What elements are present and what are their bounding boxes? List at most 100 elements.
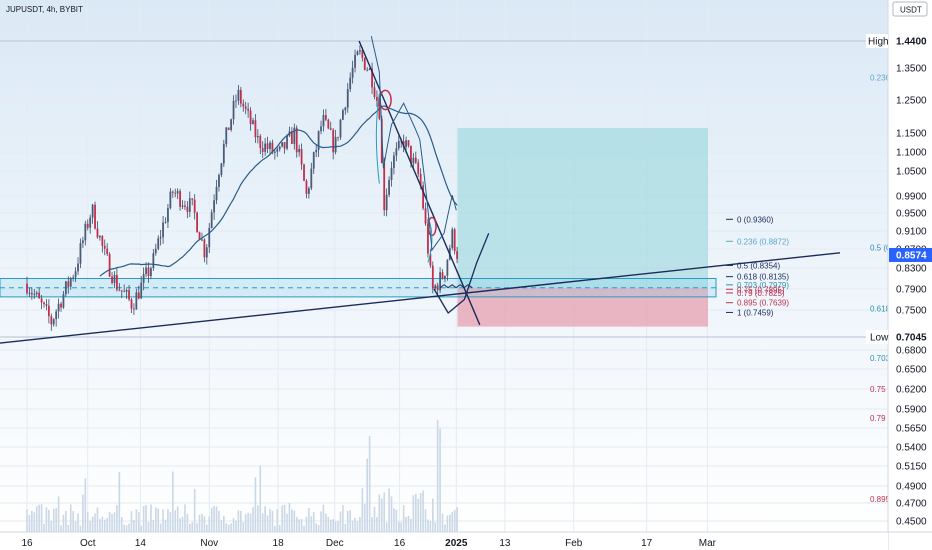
volume-bar-26 [89,520,91,532]
time-tick-1: Oct [80,538,96,549]
candle-body-128 [337,136,339,138]
volume-bar-71 [198,514,201,532]
time-axis[interactable]: 16 Oct 14 Nov 18 Dec 16 2025 13 Feb 17 Mar [0,531,932,550]
volume-bar-128 [337,521,339,532]
volume-bar-22 [79,525,82,532]
candle-body-25 [86,223,89,228]
last-price-badge [889,247,932,262]
support-zone-rect[interactable] [0,278,717,298]
volume-bar-94 [254,477,257,532]
candle-body-133 [349,77,352,90]
currency-badge[interactable] [892,1,928,17]
candle-body-149 [388,179,390,195]
candle-body-6 [40,298,43,303]
candle-body-3 [33,293,36,295]
candle-body-160 [414,157,417,163]
candle-body-50 [147,267,150,277]
candle-body-14 [60,303,62,308]
volume-bar-75 [208,516,211,532]
volume-bar-87 [237,510,240,532]
candle-body-66 [186,206,189,212]
take-profit-box[interactable] [457,128,708,288]
volume-bar-123 [325,513,327,532]
time-tick-0: 16 [21,538,33,549]
time-tick-5: Dec [326,538,344,549]
candle-body-53 [154,248,157,254]
stop-loss-box[interactable] [457,287,708,327]
volume-bar-151 [393,508,395,532]
candle-body-44 [133,308,135,310]
candle-body-19 [72,277,75,279]
volume-bar-158 [410,518,412,532]
candle-body-61 [174,192,177,194]
descending-trendline[interactable] [358,40,481,326]
candle-body-158 [410,145,412,164]
candle-body-151 [393,155,395,168]
price-tick-5: 0.9900 [896,192,927,203]
volume-bar-149 [388,488,390,532]
volume-bar-29 [96,507,99,532]
candle-body-88 [239,89,242,104]
candle-body-101 [271,142,274,153]
candle-body-134 [351,67,354,78]
volume-bar-10 [50,520,53,532]
volume-bar-163 [422,490,424,532]
projection-curve[interactable] [433,233,490,314]
volume-bar-14 [60,525,62,532]
consolidation-squiggle [439,284,473,289]
fib-left-label-2: 0.618 [870,304,891,313]
volume-bar-9 [48,510,50,532]
volume-bar-96 [259,465,262,532]
volume-bar-66 [186,513,189,532]
candle-body-177 [456,251,459,259]
volume-bar-17 [67,524,70,532]
candle-body-32 [103,245,106,249]
candle-body-144 [376,96,378,101]
ascending-trendline[interactable] [0,252,841,344]
low-tag-label: Low [870,333,889,344]
volume-bar-102 [274,525,276,532]
price-tick-6: 0.9500 [896,209,927,220]
fib-right-label-4: 0.703 (0.7979) [737,281,789,290]
time-tick-8: 13 [499,538,511,549]
volume-bar-105 [281,505,283,532]
candle-body-124 [327,119,330,129]
candle-body-39 [120,290,123,292]
candle-body-173 [446,259,449,276]
volume-bar-53 [154,507,157,532]
low-value-box [890,330,932,344]
candle-body-90 [244,106,247,109]
volume-bar-89 [242,522,245,532]
volume-bar-90 [244,513,247,532]
volume-bar-162 [419,493,422,532]
fib-right-label-3: 0.618 (0.8135) [737,273,789,282]
volume-bar-18 [69,504,72,532]
candle-body-81 [222,144,225,164]
high-value-box [890,34,932,48]
price-axis[interactable]: 1.3500 1.2500 1.1500 1.1000 1.0500 0.9900 0.95… [866,0,932,550]
volume-bar-65 [184,504,186,532]
candle-body-135 [354,54,356,68]
volume-bar-36 [113,512,116,532]
price-tick-9: 0.8300 [896,264,927,275]
volume-bars [26,420,458,532]
candle-body-87 [237,89,240,101]
fib-right-label-8: 1 (0.7459) [737,308,774,317]
volume-bar-140 [366,458,368,532]
volume-bar-101 [271,510,274,532]
volume-bar-168 [434,522,437,532]
volume-bar-153 [397,521,400,532]
volume-bar-145 [378,494,381,532]
candle-body-4 [35,292,38,294]
candle-body-139 [363,57,366,70]
volume-bar-2 [31,510,33,532]
price-tick-10: 0.7900 [896,285,927,296]
candle-body-172 [444,275,446,279]
price-tick-17: 0.5400 [896,443,927,454]
volume-bar-143 [373,506,376,532]
candle-body-140 [366,69,369,71]
volume-bar-109 [291,509,293,532]
volume-bar-0 [26,509,28,532]
candle-body-59 [169,191,172,209]
